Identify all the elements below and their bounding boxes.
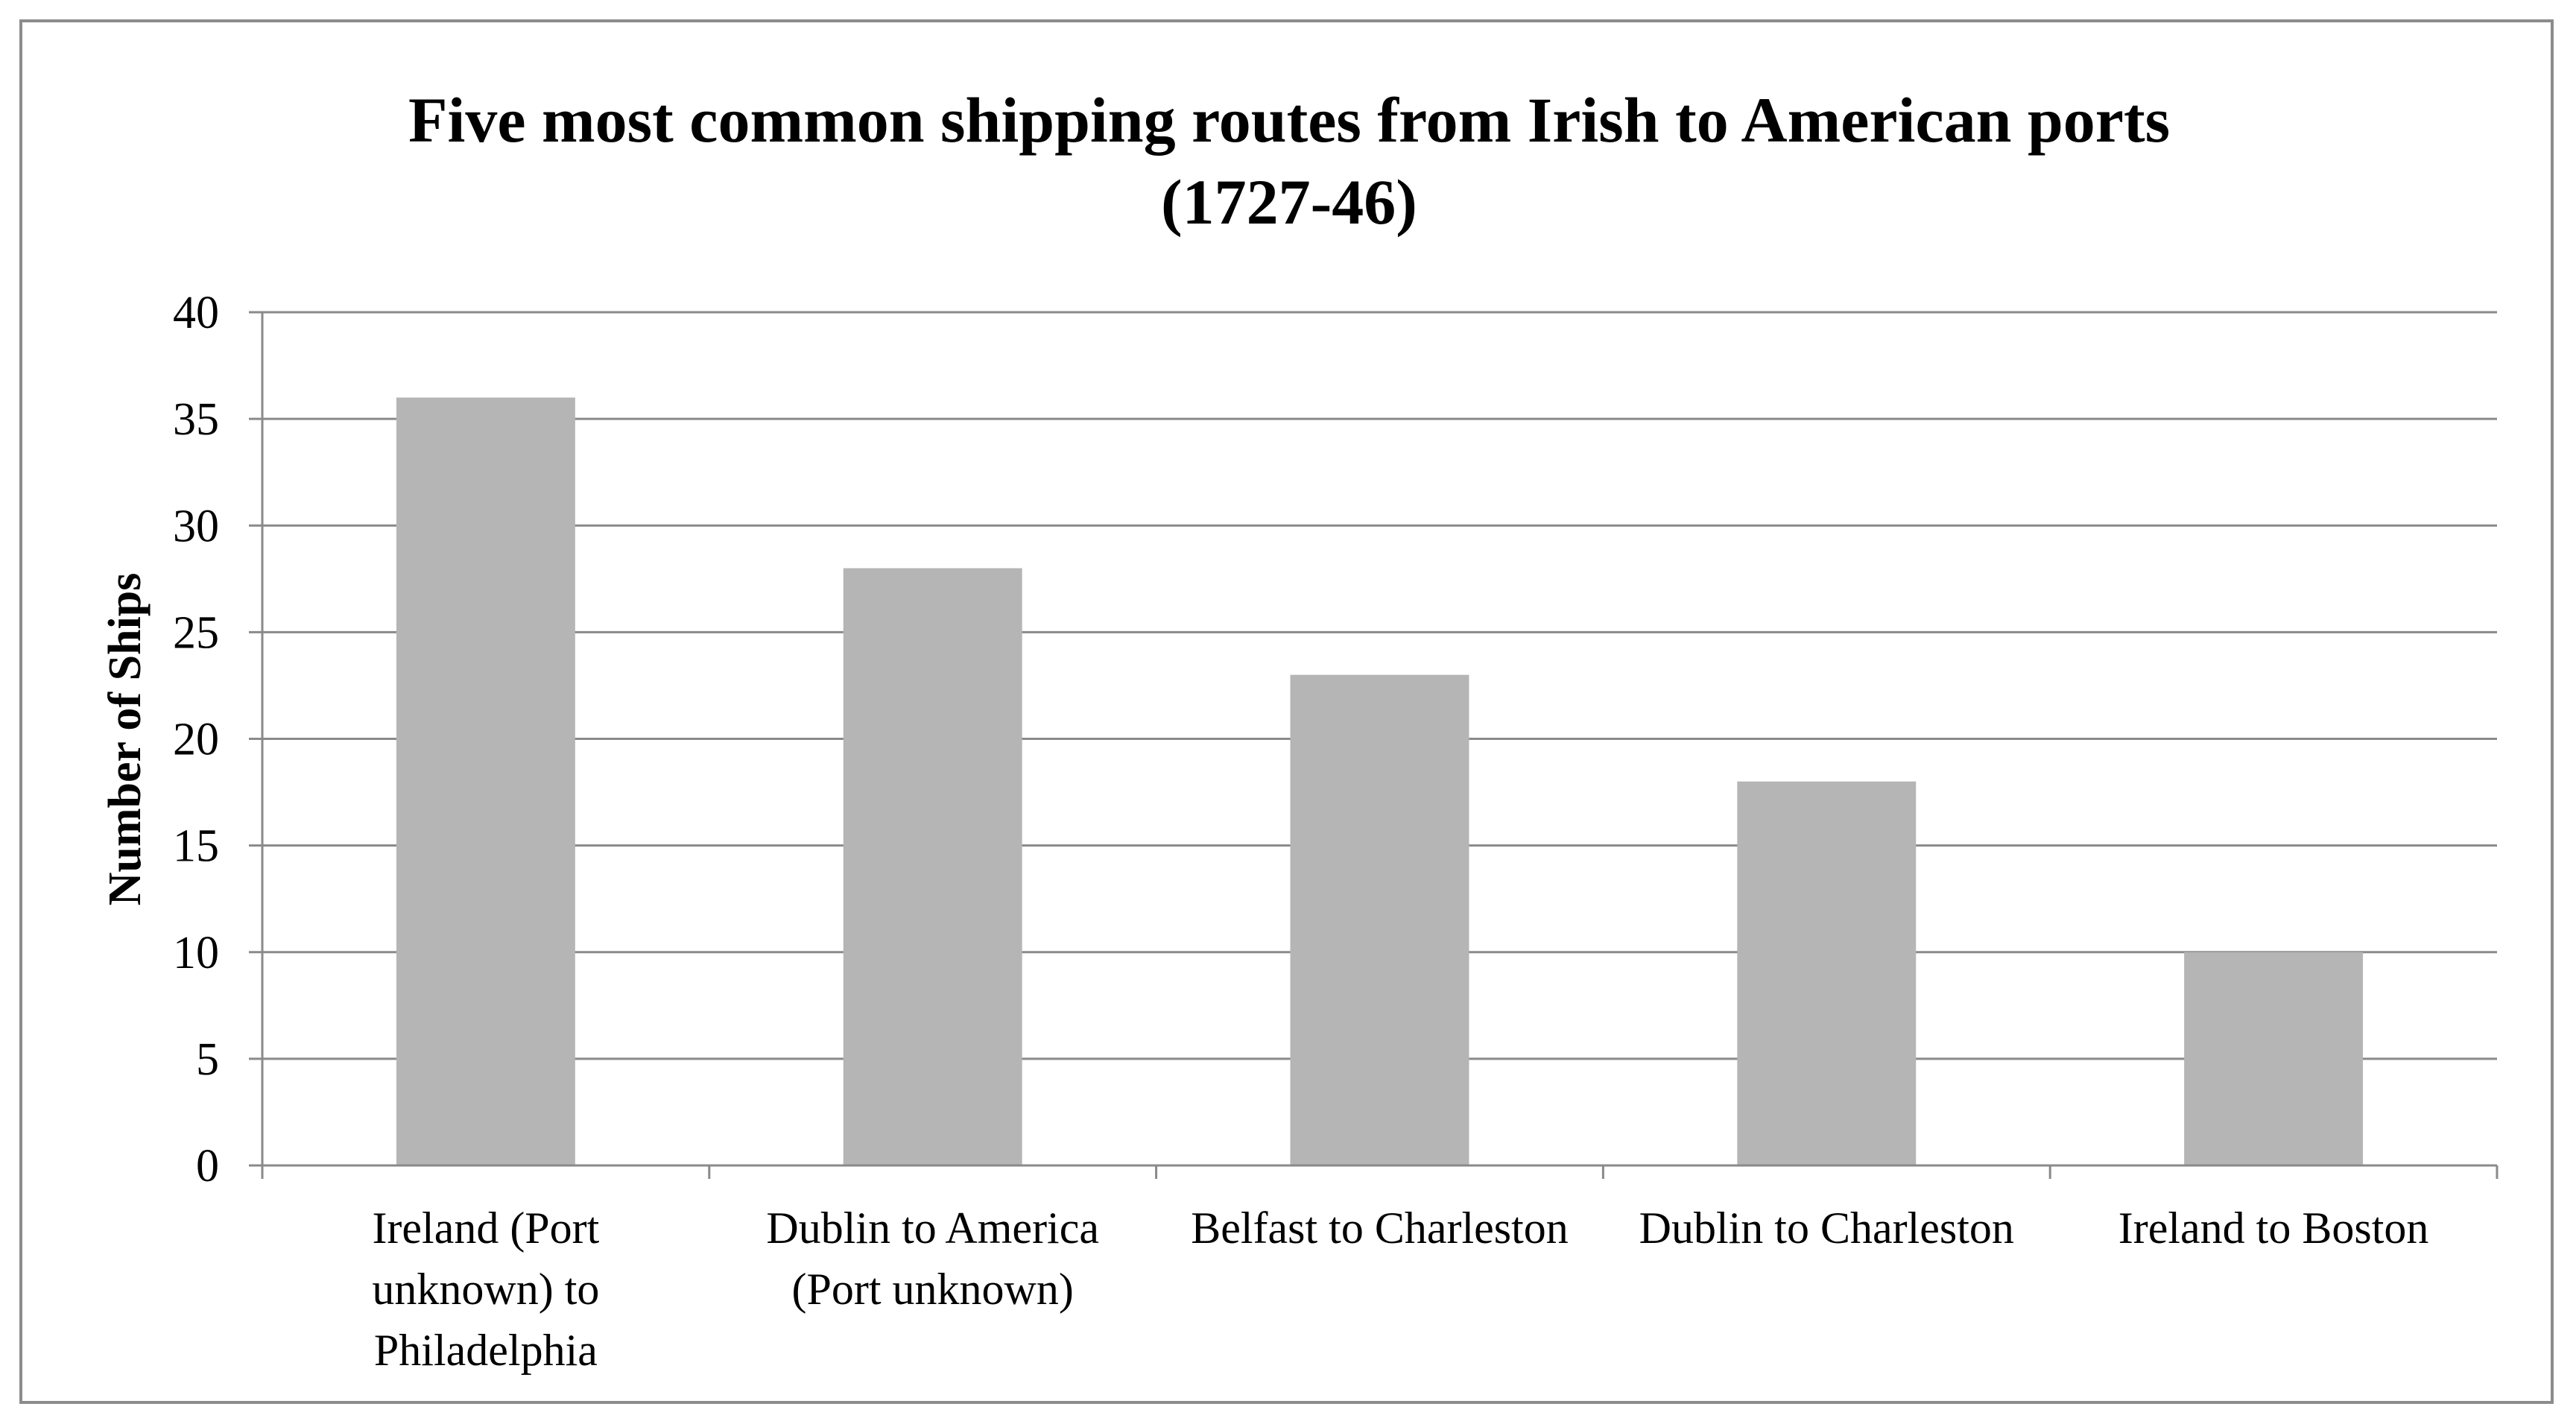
x-category-label: Dublin to Charleston xyxy=(1639,1203,2014,1253)
y-tick-label: 35 xyxy=(173,394,219,445)
bar-3 xyxy=(1290,674,1469,1165)
y-tick-label: 10 xyxy=(173,928,219,978)
x-category-label: Ireland (Port xyxy=(372,1203,599,1253)
x-category-labels: Ireland (Port unknown) to Philadelphia Dubl… xyxy=(372,1203,2428,1375)
y-tick-label: 0 xyxy=(196,1141,219,1192)
gridlines xyxy=(262,311,2497,1060)
chart-title-line-2: (1727-46) xyxy=(1161,166,1417,238)
bar-5 xyxy=(2184,952,2364,1165)
y-tick-label: 40 xyxy=(173,288,219,338)
x-category-label: Belfast to Charleston xyxy=(1191,1203,1569,1253)
chart-title: Five most common shipping routes from Ir… xyxy=(408,84,2170,238)
x-category-label: Philadelphia xyxy=(374,1326,598,1375)
y-tick-label: 15 xyxy=(173,821,219,872)
bars xyxy=(396,397,2364,1165)
y-tick-label: 30 xyxy=(173,501,219,551)
y-tick-label: 25 xyxy=(173,607,219,658)
x-category-label: unknown) to xyxy=(372,1265,599,1314)
bar-1 xyxy=(396,397,575,1165)
x-category-label: Dublin to America xyxy=(766,1203,1099,1253)
bar-4 xyxy=(1737,781,1917,1165)
y-axis-label-group: Number of Ships xyxy=(100,573,151,906)
y-tick-label: 20 xyxy=(173,715,219,765)
y-tick-labels: 0 5 10 15 20 25 30 35 40 xyxy=(173,288,219,1192)
x-category-label: Ireland to Boston xyxy=(2118,1203,2429,1253)
bar-2 xyxy=(843,568,1022,1165)
chart-title-line-1: Five most common shipping routes from Ir… xyxy=(408,84,2170,156)
axes xyxy=(249,311,2499,1179)
x-category-label: (Port unknown) xyxy=(792,1265,1074,1314)
y-tick-label: 5 xyxy=(196,1034,219,1085)
y-axis-label: Number of Ships xyxy=(100,573,151,906)
